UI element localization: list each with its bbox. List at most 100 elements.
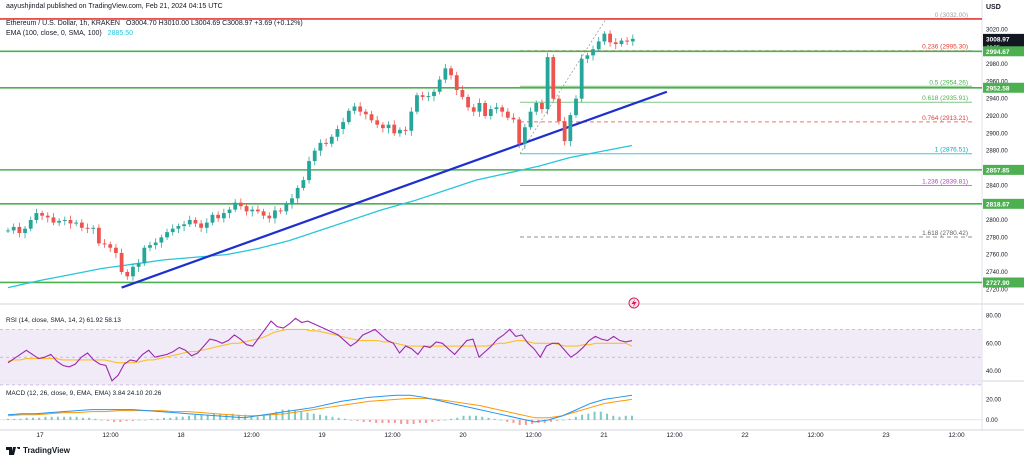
macd-histogram-bar bbox=[469, 416, 471, 420]
macd-histogram-bar bbox=[82, 418, 84, 420]
macd-histogram-bar bbox=[144, 420, 146, 421]
candle-body bbox=[29, 220, 33, 229]
candle-body bbox=[347, 111, 351, 122]
price-axis-tick: 2840.00 bbox=[986, 183, 1008, 189]
candle-body bbox=[426, 96, 430, 97]
macd-histogram-bar bbox=[113, 420, 115, 422]
candle-body bbox=[591, 49, 595, 55]
macd-histogram-bar bbox=[169, 418, 171, 420]
candle-body bbox=[284, 204, 288, 211]
candle-body bbox=[108, 244, 112, 247]
candle-body bbox=[336, 129, 340, 137]
candle-body bbox=[222, 213, 226, 218]
macd-histogram-bar bbox=[600, 412, 602, 420]
fib-level-label: 0 (3032.00) bbox=[935, 12, 968, 19]
candle-body bbox=[154, 243, 158, 246]
macd-histogram-bar bbox=[331, 417, 333, 420]
candle-body bbox=[74, 223, 78, 224]
macd-histogram-bar bbox=[338, 418, 340, 420]
macd-histogram-bar bbox=[575, 417, 577, 420]
macd-histogram-bar bbox=[194, 415, 196, 420]
candle-body bbox=[216, 215, 220, 218]
macd-histogram-bar bbox=[444, 420, 446, 421]
candle-body bbox=[534, 103, 538, 112]
candle-body bbox=[211, 215, 215, 223]
candle-body bbox=[375, 120, 379, 124]
candle-body bbox=[57, 221, 61, 223]
candle-body bbox=[523, 127, 527, 143]
candle-body bbox=[415, 95, 419, 111]
candle-body bbox=[171, 229, 175, 232]
candle-body bbox=[483, 103, 487, 116]
macd-histogram-bar bbox=[612, 416, 614, 420]
candle-body bbox=[381, 125, 385, 128]
macd-histogram-bar bbox=[175, 417, 177, 420]
candle-body bbox=[409, 112, 413, 131]
macd-histogram-bar bbox=[344, 419, 346, 420]
candle-body bbox=[449, 68, 453, 75]
macd-histogram-bar bbox=[631, 416, 633, 420]
macd-histogram-bar bbox=[512, 420, 514, 423]
macd-histogram-bar bbox=[419, 420, 421, 423]
price-axis-tick: 2940.00 bbox=[986, 97, 1008, 103]
price-tag-label: 2952.58 bbox=[986, 85, 1010, 92]
time-axis-tick: 12:00 bbox=[948, 432, 965, 439]
macd-histogram-bar bbox=[494, 419, 496, 420]
macd-histogram-bar bbox=[119, 420, 121, 422]
candle-body bbox=[114, 248, 118, 253]
candle-body bbox=[194, 220, 198, 223]
candle-body bbox=[631, 39, 635, 42]
candle-body bbox=[455, 75, 459, 90]
fib-level-label: 0.764 (2913.21) bbox=[922, 115, 968, 122]
candle-body bbox=[466, 97, 470, 107]
macd-histogram-bar bbox=[107, 420, 109, 421]
candle-body bbox=[188, 220, 192, 224]
candle-body bbox=[438, 80, 442, 92]
macd-histogram-bar bbox=[188, 416, 190, 420]
macd-histogram-bar bbox=[606, 414, 608, 420]
time-axis-tick: 12:00 bbox=[666, 432, 683, 439]
candle-body bbox=[159, 237, 163, 242]
macd-histogram-bar bbox=[406, 420, 408, 424]
time-axis-tick: 12:00 bbox=[384, 432, 401, 439]
macd-histogram-bar bbox=[506, 420, 508, 422]
candle-body bbox=[443, 68, 447, 79]
candle-body bbox=[614, 42, 618, 44]
candle-body bbox=[279, 210, 283, 211]
candle-body bbox=[290, 198, 294, 204]
macd-axis-tick: 0.00 bbox=[986, 418, 998, 424]
macd-histogram-bar bbox=[19, 419, 21, 420]
macd-histogram-bar bbox=[200, 415, 202, 420]
candle-body bbox=[52, 217, 56, 222]
candle-body bbox=[131, 267, 135, 277]
candle-body bbox=[341, 122, 345, 129]
macd-histogram-bar bbox=[13, 419, 15, 420]
candle-body bbox=[97, 228, 101, 244]
candle-body bbox=[478, 103, 482, 112]
price-tag-label: 2818.67 bbox=[986, 201, 1010, 208]
fib-level-label: 0.618 (2935.91) bbox=[922, 95, 968, 102]
candle-body bbox=[273, 210, 277, 218]
candle-body bbox=[17, 227, 21, 233]
candle-body bbox=[500, 107, 504, 111]
macd-histogram-bar bbox=[32, 418, 34, 420]
macd-histogram-bar bbox=[562, 420, 564, 421]
candle-body bbox=[199, 223, 203, 227]
candle-body bbox=[267, 216, 271, 219]
candle-body bbox=[620, 41, 624, 44]
candle-body bbox=[250, 210, 254, 212]
candle-body bbox=[392, 125, 396, 134]
price-axis-tick: 2880.00 bbox=[986, 149, 1008, 155]
macd-histogram-bar bbox=[400, 420, 402, 424]
macd-histogram-bar bbox=[394, 420, 396, 423]
candle-body bbox=[432, 92, 436, 96]
candle-body bbox=[404, 130, 408, 131]
fib-level-label: 0.236 (2995.30) bbox=[922, 44, 968, 51]
macd-histogram-bar bbox=[57, 417, 59, 420]
price-axis-tick: 2780.00 bbox=[986, 235, 1008, 241]
candle-body bbox=[69, 220, 73, 223]
price-tag-label: 2857.85 bbox=[986, 167, 1010, 174]
price-tag-label: 2727.90 bbox=[986, 280, 1010, 287]
macd-histogram-bar bbox=[350, 420, 352, 421]
